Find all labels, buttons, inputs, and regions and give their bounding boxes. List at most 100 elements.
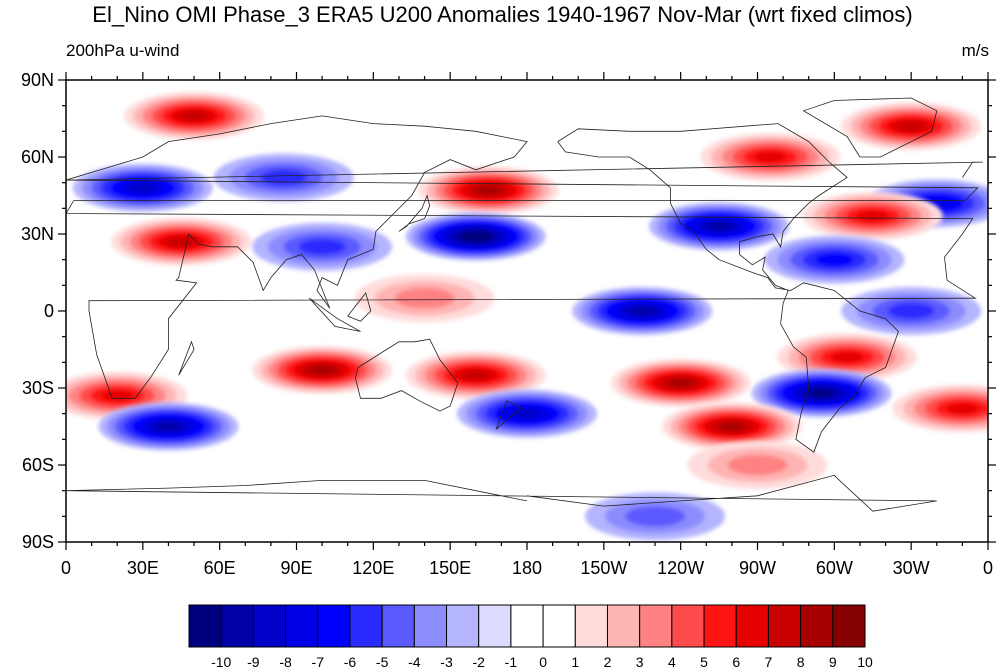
anomaly-cell [687, 441, 828, 489]
colorbar-labels: -10 -9 -8 -7 -6 -5 -4 -3 -2 -1 0 1 2 3 4 5 6 7 8 9 10 [211, 654, 873, 670]
coastline-segment [802, 97, 938, 158]
colorbar-swatch [220, 604, 254, 648]
colorbar-swatch [832, 604, 866, 648]
anomaly-cell [418, 166, 559, 215]
colorbar-label: -9 [247, 654, 260, 670]
colorbar-label: 7 [765, 654, 773, 670]
anomaly-cell [841, 287, 982, 335]
lon-tick-label: 90E [280, 558, 312, 578]
colorbar-swatch [349, 604, 383, 648]
colorbar-swatch [510, 604, 544, 648]
anomaly-cell [457, 389, 597, 438]
colorbar-label: -4 [408, 654, 421, 670]
colorbar-swatch [188, 604, 222, 648]
lat-tick-label: 90N [21, 70, 54, 90]
colorbar-swatch [542, 604, 576, 648]
coastline-segment [495, 400, 523, 431]
anomaly-cell [252, 346, 393, 395]
colorbar-label: 3 [636, 654, 644, 670]
colorbar-label: 10 [857, 654, 873, 670]
anomaly-cell [213, 153, 354, 202]
colorbar-swatch [381, 604, 415, 648]
lat-tick-label: 30S [22, 378, 54, 398]
anomaly-cell [802, 192, 943, 241]
anomaly-cell [661, 402, 802, 451]
lon-tick-label: 150E [429, 558, 471, 578]
latitude-tick-labels: 90N 60N 30N 0 30S 60S 90S [21, 70, 54, 552]
anomaly-cell [405, 351, 546, 400]
lon-tick-label: 60E [204, 558, 236, 578]
coastline-segment [354, 338, 459, 412]
units-label: m/s [961, 41, 989, 60]
colorbar-label: 1 [571, 654, 579, 670]
lon-tick-label: 30W [893, 558, 930, 578]
lon-tick-label: 120W [657, 558, 704, 578]
coastline-segment [398, 194, 431, 232]
colorbar-swatch [317, 604, 351, 648]
colorbar [188, 604, 866, 648]
variable-label: 200hPa u-wind [66, 41, 180, 60]
anomaly-cell [764, 235, 905, 284]
anomaly-cell [72, 163, 213, 212]
anomaly-cell [66, 371, 188, 420]
colorbar-swatch [800, 604, 834, 648]
coastline-segment [557, 123, 899, 453]
map-title: El_Nino OMI Phase_3 ERA5 U200 Anomalies … [92, 2, 913, 27]
colorbar-swatch [606, 604, 641, 648]
coastlines [66, 97, 983, 512]
colorbar-label: 2 [604, 654, 612, 670]
colorbar-label: 0 [539, 654, 547, 670]
anomaly-field [66, 91, 988, 541]
anomaly-cell [585, 492, 726, 541]
anomaly-cell [252, 222, 393, 271]
lon-tick-label: 120E [352, 558, 394, 578]
anomaly-cell [892, 384, 988, 433]
lon-tick-label: 30E [127, 558, 159, 578]
anomaly-cell [572, 287, 713, 335]
colorbar-label: 8 [797, 654, 805, 670]
colorbar-swatch [413, 604, 448, 648]
lat-tick-label: 60N [21, 147, 54, 167]
coastline-segment [178, 340, 195, 376]
lon-tick-label: 0 [61, 558, 71, 578]
colorbar-swatch [735, 604, 769, 648]
anomaly-cell [405, 212, 546, 261]
coastline-segment [66, 115, 979, 399]
colorbar-label: 6 [732, 654, 740, 670]
colorbar-swatch [446, 604, 480, 648]
anomaly-cell [841, 102, 982, 151]
colorbar-swatch [639, 604, 673, 648]
colorbar-label: -8 [279, 654, 292, 670]
coastline-segment [347, 292, 372, 322]
colorbar-swatch [767, 604, 802, 648]
colorbar-label: -6 [344, 654, 357, 670]
lat-tick-label: 30N [21, 224, 54, 244]
axis-ticks [58, 72, 996, 550]
colorbar-swatch [703, 604, 737, 648]
lat-tick-label: 60S [22, 455, 54, 475]
colorbar-label: -7 [312, 654, 325, 670]
coastline-segment [66, 474, 937, 512]
colorbar-label: -10 [211, 654, 231, 670]
anomaly-cell [354, 274, 495, 323]
colorbar-label: 9 [829, 654, 837, 670]
lon-tick-label: 0 [983, 558, 993, 578]
colorbar-swatch [671, 604, 705, 648]
anomaly-cell [98, 402, 239, 451]
colorbar-swatch [285, 604, 319, 648]
lon-tick-label: 150W [580, 558, 627, 578]
lat-tick-label: 90S [22, 532, 54, 552]
colorbar-label: -5 [376, 654, 389, 670]
colorbar-label: 4 [668, 654, 676, 670]
anomaly-cell [610, 358, 751, 407]
anomaly-cell [700, 133, 841, 181]
colorbar-swatch [478, 604, 512, 648]
lon-tick-label: 90W [739, 558, 776, 578]
colorbar-label: 5 [700, 654, 708, 670]
anomaly-cell [124, 91, 265, 140]
coastline-segment [309, 297, 361, 332]
coastline-segment [66, 161, 983, 181]
anomaly-cell [649, 202, 790, 251]
lon-tick-label: 180 [512, 558, 542, 578]
